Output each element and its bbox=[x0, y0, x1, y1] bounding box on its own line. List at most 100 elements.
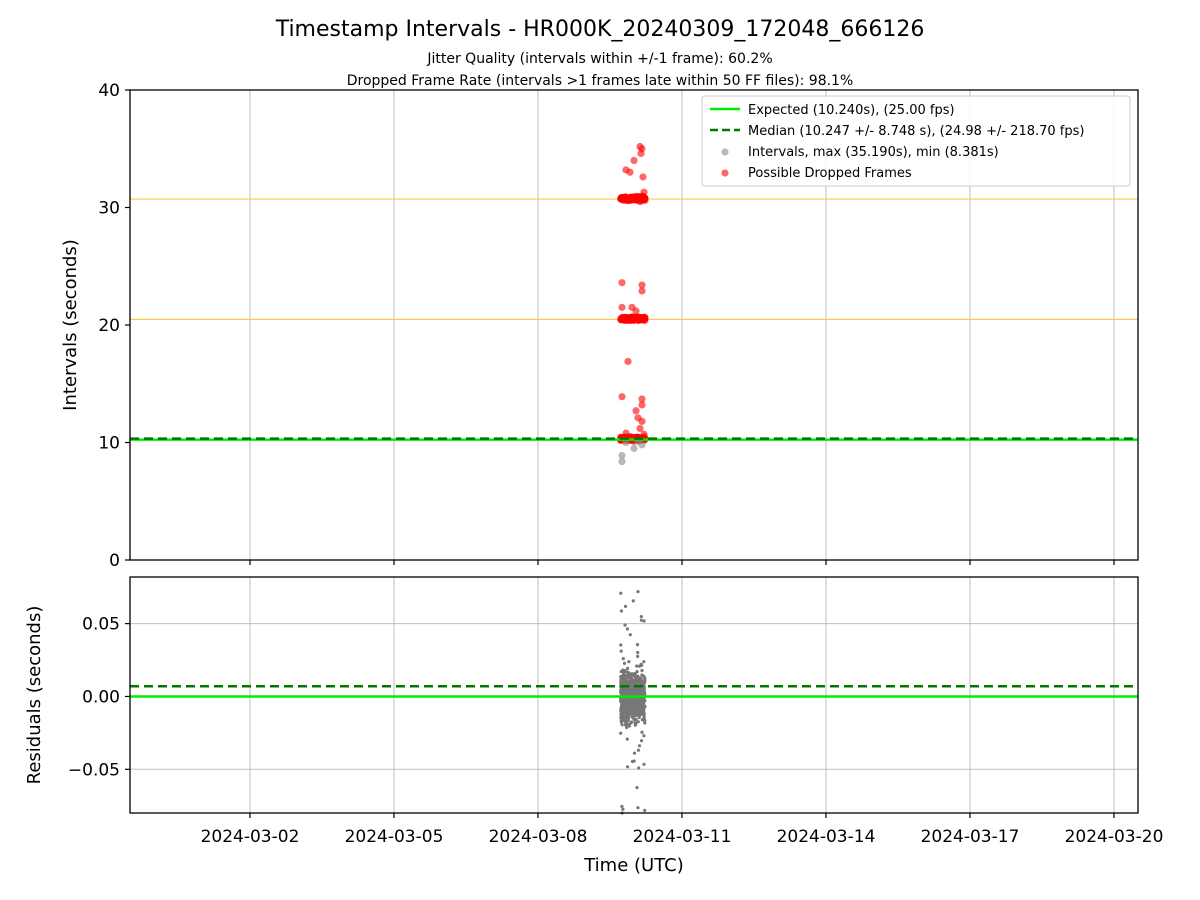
residual-point bbox=[637, 766, 641, 770]
residual-point bbox=[626, 722, 630, 727]
residual-point bbox=[631, 599, 635, 603]
residual-point bbox=[627, 660, 631, 664]
x-tick-label-2024-03-05: 2024-03-05 bbox=[345, 827, 444, 847]
residuals-x-ticks: 2024-03-02 2024-03-05 2024-03-08 2024-03-11… bbox=[201, 813, 1164, 847]
residual-point bbox=[642, 762, 646, 766]
residual-point bbox=[629, 721, 633, 725]
dropped-frame-outlier-16 bbox=[632, 307, 640, 315]
residual-point bbox=[624, 720, 629, 724]
legend: Expected (10.240s), (25.00 fps) Median (… bbox=[701, 95, 1131, 187]
legend-box bbox=[701, 95, 1131, 187]
intervals-y-tick-label-0: 0 bbox=[109, 551, 120, 571]
intervals-y-axis-label: Intervals (seconds) bbox=[60, 239, 81, 411]
residual-point bbox=[624, 704, 628, 708]
legend-median-label: Median (10.247 +/- 8.748 s), (24.98 +/- … bbox=[748, 124, 1084, 139]
residual-point bbox=[622, 661, 627, 666]
residual-point bbox=[633, 722, 638, 726]
residual-point bbox=[619, 591, 623, 595]
residual-point bbox=[639, 739, 644, 743]
x-tick-label-2024-03-20: 2024-03-20 bbox=[1065, 827, 1164, 847]
residual-point bbox=[622, 678, 626, 683]
residuals-panel: 0.050.00−0.05 2024-03-02 2024-03-05 2024-0… bbox=[24, 576, 1164, 876]
x-tick-label-2024-03-11: 2024-03-11 bbox=[633, 827, 732, 847]
legend-intervals-label: Intervals, max (35.190s), min (8.381s) bbox=[748, 145, 999, 160]
residual-point bbox=[630, 702, 634, 707]
residual-point bbox=[623, 715, 627, 719]
dropped-frame-outlier-17 bbox=[622, 314, 630, 322]
legend-dropped-label: Possible Dropped Frames bbox=[748, 166, 912, 181]
chart-subtitle-jitter: Jitter Quality (intervals within +/-1 fr… bbox=[426, 51, 772, 67]
residuals-y-axis-label: Residuals (seconds) bbox=[24, 606, 45, 785]
x-tick-label-2024-03-17: 2024-03-17 bbox=[921, 827, 1020, 847]
intervals-y-ticks: 0 10 20 30 40 bbox=[98, 81, 130, 571]
residual-point bbox=[636, 720, 640, 724]
residual-point bbox=[633, 711, 638, 715]
residual-point bbox=[621, 718, 625, 723]
intervals-y-tick-label-10: 10 bbox=[98, 434, 120, 454]
residual-point bbox=[628, 633, 632, 637]
dropped-frame-outlier-26 bbox=[636, 424, 644, 432]
residual-point bbox=[636, 748, 641, 752]
residual-point bbox=[634, 717, 638, 722]
residual-point bbox=[642, 697, 646, 702]
residual-point bbox=[625, 707, 629, 711]
residual-point bbox=[640, 730, 644, 734]
dropped-frame-outlier-7 bbox=[620, 194, 628, 202]
residuals-y-tick-label-1: 0.00 bbox=[82, 687, 120, 707]
residual-point bbox=[619, 731, 623, 735]
residual-point bbox=[643, 808, 647, 813]
residual-point bbox=[625, 737, 629, 741]
residual-point bbox=[640, 689, 645, 693]
residual-point bbox=[629, 684, 634, 688]
dropped-frame-outlier-22 bbox=[638, 401, 646, 409]
residual-point bbox=[638, 680, 642, 684]
residual-point bbox=[636, 703, 640, 707]
dropped-frame-outlier-9 bbox=[640, 188, 648, 196]
residual-point bbox=[636, 692, 640, 696]
dropped-frame-outlier-3 bbox=[630, 156, 638, 165]
residual-point bbox=[643, 677, 647, 681]
intervals-panel: 0 10 20 30 40 Intervals (seconds) Expected (… bbox=[60, 81, 1139, 571]
legend-dropped-swatch bbox=[721, 169, 729, 177]
residual-point bbox=[620, 723, 624, 727]
residuals-y-tick-label-2: −0.05 bbox=[68, 760, 120, 780]
dropped-frame-outlier-14 bbox=[618, 303, 626, 311]
residual-point bbox=[639, 615, 643, 619]
residual-point bbox=[622, 672, 626, 676]
residual-point bbox=[620, 697, 624, 701]
legend-expected-label: Expected (10.240s), (25.00 fps) bbox=[748, 103, 955, 118]
residual-point bbox=[620, 804, 624, 809]
residual-point bbox=[642, 712, 646, 716]
residual-point bbox=[636, 650, 640, 655]
intervals-x-tickmarks bbox=[249, 560, 1115, 565]
residual-point bbox=[621, 668, 625, 672]
dropped-frame-outlier-25 bbox=[638, 417, 646, 425]
interval-point-0 bbox=[618, 457, 626, 466]
legend-intervals-swatch bbox=[721, 148, 729, 156]
residual-point bbox=[635, 664, 639, 668]
chart-subtitle-dropped: Dropped Frame Rate (intervals >1 frames … bbox=[347, 73, 854, 89]
residual-point bbox=[626, 765, 630, 769]
residual-point bbox=[619, 678, 623, 683]
residual-point bbox=[622, 676, 626, 680]
dropped-frame-outlier-11 bbox=[618, 279, 626, 287]
residual-point bbox=[639, 677, 643, 681]
residual-point bbox=[642, 674, 646, 678]
residuals-reference-lines bbox=[130, 685, 1138, 698]
residual-point bbox=[626, 670, 630, 674]
residual-point bbox=[629, 672, 633, 677]
dropped-frame-outlier-28 bbox=[640, 430, 648, 438]
residual-point bbox=[635, 643, 640, 647]
x-axis-label: Time (UTC) bbox=[583, 855, 684, 876]
residual-point bbox=[638, 707, 642, 711]
residual-point bbox=[635, 670, 639, 674]
residual-point bbox=[625, 627, 630, 631]
residual-point bbox=[639, 618, 644, 622]
residual-point bbox=[641, 704, 646, 708]
x-tick-label-2024-03-02: 2024-03-02 bbox=[201, 827, 300, 847]
residual-point bbox=[639, 662, 643, 667]
residual-point bbox=[643, 719, 647, 723]
residuals-plot-frame bbox=[129, 576, 1139, 814]
residual-point bbox=[638, 698, 642, 702]
dropped-frame-outlier-13 bbox=[638, 287, 646, 295]
